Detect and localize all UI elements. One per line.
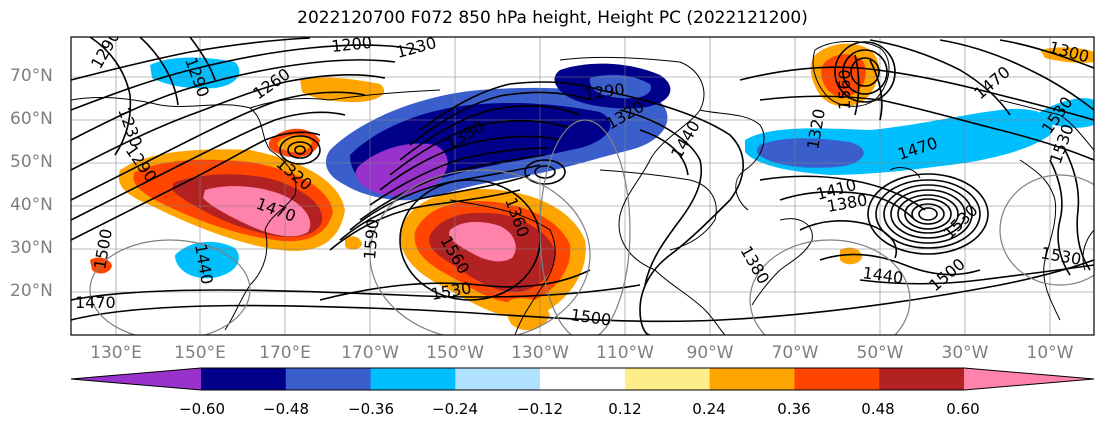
contour-label: 1470 bbox=[75, 293, 116, 312]
lat-label: 60°N bbox=[10, 109, 53, 129]
lon-label: 170°W bbox=[341, 343, 399, 363]
colorbar-tick-label: 0.36 bbox=[777, 400, 811, 418]
coastlines bbox=[71, 40, 1094, 335]
colorbar-bin bbox=[624, 368, 711, 390]
colorbar-tick-label: 0.60 bbox=[946, 400, 980, 418]
lon-label: 110°W bbox=[596, 343, 654, 363]
colorbar-bin bbox=[794, 368, 880, 390]
lon-label: 30°W bbox=[941, 343, 989, 363]
colorbar-tick-label: −0.48 bbox=[263, 400, 309, 418]
colorbar-outline bbox=[70, 367, 1095, 391]
lon-label: 150°E bbox=[174, 343, 226, 363]
colorbar-tick-label: 0.12 bbox=[608, 400, 642, 418]
colorbar-bin bbox=[540, 368, 626, 390]
height-contours bbox=[71, 37, 1094, 335]
colorbar-tick-label: −0.60 bbox=[179, 400, 225, 418]
lon-label: 10°W bbox=[1026, 343, 1074, 363]
lon-label: 150°W bbox=[426, 343, 484, 363]
lat-label: 50°N bbox=[10, 152, 53, 172]
colorbar-tick-label: −0.24 bbox=[432, 400, 478, 418]
colorbar-tick-label: 0.48 bbox=[861, 400, 895, 418]
lon-label: 130°E bbox=[90, 343, 142, 363]
lon-label: 170°E bbox=[259, 343, 311, 363]
map-frame bbox=[70, 36, 1095, 336]
colorbar-bin bbox=[709, 368, 795, 390]
contour-label: 1560 bbox=[835, 69, 854, 110]
lon-label: 70°W bbox=[771, 343, 819, 363]
colorbar-tick-label: −0.12 bbox=[517, 400, 563, 418]
lon-label: 90°W bbox=[686, 343, 734, 363]
colorbar-tick-label: −0.36 bbox=[348, 400, 394, 418]
colorbar-bin bbox=[455, 368, 541, 390]
lat-label: 70°N bbox=[10, 66, 53, 86]
colorbar bbox=[70, 367, 1095, 391]
map-title: 2022120700 F072 850 hPa height, Height P… bbox=[297, 8, 808, 28]
colorbar-bin bbox=[285, 368, 372, 390]
lat-label: 40°N bbox=[10, 195, 53, 215]
lon-label: 50°W bbox=[856, 343, 904, 363]
contour-label: 1200 bbox=[330, 33, 372, 56]
colorbar-tick-label: 0.24 bbox=[692, 400, 726, 418]
lon-label: 130°W bbox=[511, 343, 569, 363]
lat-label: 20°N bbox=[10, 281, 53, 301]
colorbar-extend-low bbox=[71, 368, 201, 390]
contour-label: 1590 bbox=[360, 218, 382, 260]
colorbar-bin bbox=[201, 368, 287, 390]
colorbar-bin bbox=[879, 368, 965, 390]
colorbar-extend-high bbox=[964, 368, 1094, 390]
anomaly-shading bbox=[90, 43, 1094, 331]
lat-label: 30°N bbox=[10, 238, 53, 258]
colorbar-bin bbox=[370, 368, 456, 390]
